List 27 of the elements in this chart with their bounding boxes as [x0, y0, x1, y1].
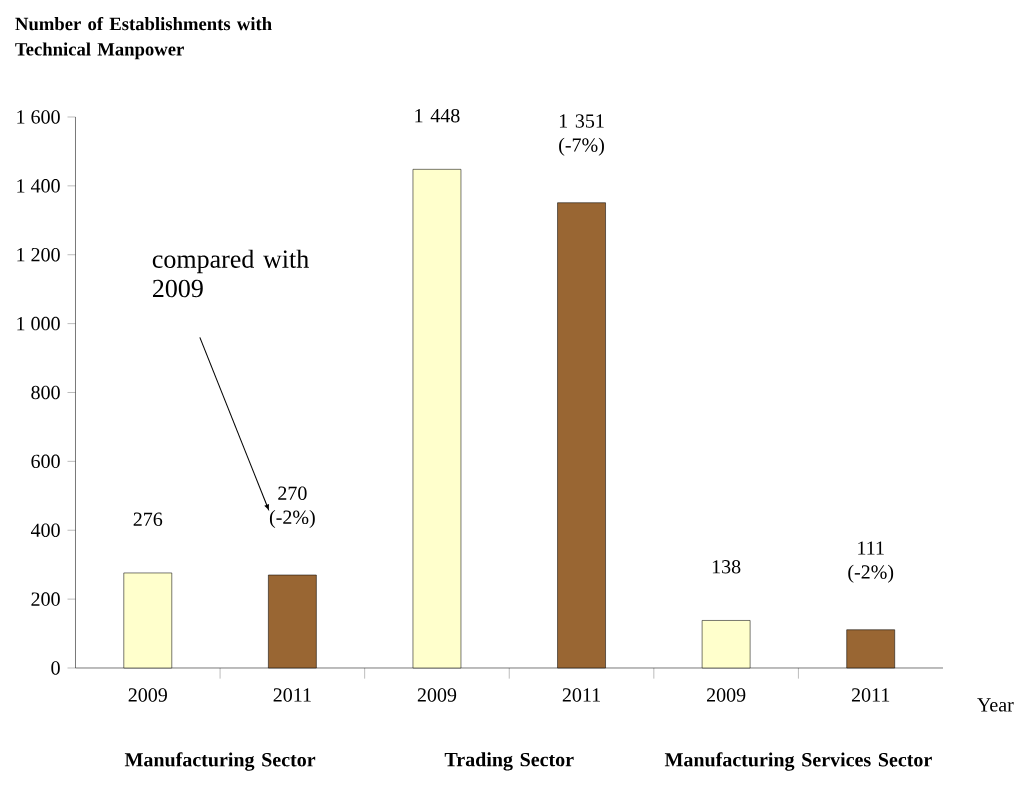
x-axis-title: Year [977, 698, 1014, 712]
x-tick-label: 2009 [128, 688, 167, 702]
y-tick-label: 0 [51, 661, 60, 675]
x-tick-label: 2011 [562, 688, 600, 702]
y-tick-label: 800 [31, 385, 60, 400]
x-tick-label: 2009 [417, 688, 457, 702]
data-label: 276 [133, 512, 163, 526]
data-label: 1 351 (-7%) [559, 114, 604, 156]
data-label: 111 (-2%) [848, 541, 894, 583]
y-tick-label: 400 [30, 523, 60, 537]
data-label: 138 [712, 560, 741, 574]
y-tick-label: 1 000 [17, 316, 60, 331]
annotation: compared with 2009 [152, 249, 309, 298]
data-label: 270 (-2%) [269, 486, 315, 529]
x-tick-label: 2011 [851, 688, 890, 702]
text: Manufacturing Sector [124, 752, 316, 771]
data-label: 1 448 [415, 108, 460, 123]
x-tick-label: 2011 [273, 688, 311, 702]
text: Trading Sector [444, 752, 574, 771]
y-axis-title: Number of Establishments with Technical Manpower [15, 16, 272, 60]
y-tick-label: 200 [31, 592, 60, 606]
x-tick-label: 2009 [707, 688, 746, 702]
text: Manufacturing Services Sector [664, 752, 932, 771]
y-tick-label: 1 400 [17, 179, 60, 193]
y-tick-label: 1 600 [17, 110, 60, 124]
y-tick-label: 1 200 [17, 247, 60, 262]
y-tick-label: 600 [31, 454, 60, 469]
